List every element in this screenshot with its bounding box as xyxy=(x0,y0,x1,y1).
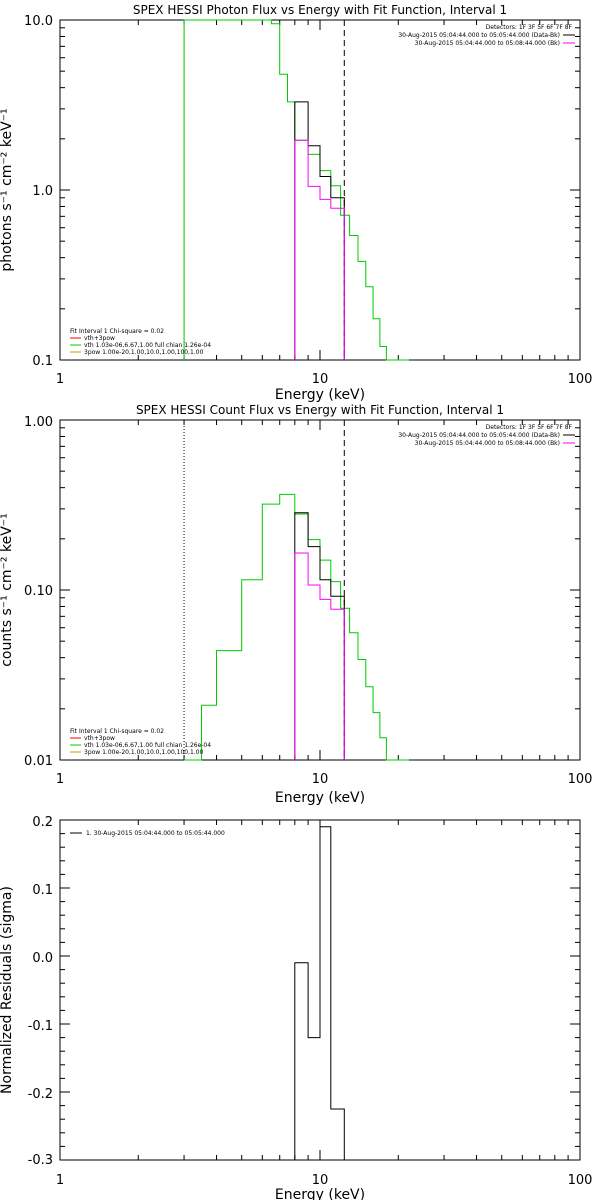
panel1-series-1-step-line xyxy=(294,101,345,360)
panel3-legend-entry: 1. 30-Aug-2015 05:04:44.000 to 05:05:44.… xyxy=(86,830,225,837)
panel2-data-layer xyxy=(183,420,409,761)
panel1-y-axis-label: photons s⁻¹ cm⁻² keV⁻¹ xyxy=(0,108,15,271)
panel1-x-tick-label: 100 xyxy=(568,372,593,387)
panel2-x-tick-label: 10 xyxy=(312,772,329,787)
panel1-y-tick-label: 0.1 xyxy=(32,354,53,369)
panel3-x-tick-label: 1 xyxy=(56,1173,64,1188)
panel-count-flux: SPEX HESSI Count Flux vs Energy with Fit… xyxy=(0,403,592,806)
panel2-legend-top: Detectors: 1F 3F 5F 6F 7F 8F 30-Aug-2015… xyxy=(398,424,575,447)
panel2-x-tick-marks xyxy=(59,420,581,760)
panel3-y-axis-label: Normalized Residuals (sigma) xyxy=(0,886,15,1094)
panel2-x-tick-label: 100 xyxy=(568,772,593,787)
panel1-y-tick-label: 1.0 xyxy=(32,184,53,199)
panel2-series-2-step-line xyxy=(294,552,345,760)
panel2-y-axis-label: counts s⁻¹ cm⁻² keV⁻¹ xyxy=(0,513,15,667)
panel1-y-tick-marks xyxy=(60,19,580,361)
panel3-y-tick-label: 0.0 xyxy=(32,951,53,966)
panel2-fit-line: vth+3pow xyxy=(84,735,115,742)
panel1-fit-header: Fit Interval 1 Chi-square = 0.02 xyxy=(70,328,164,335)
panel2-fit-info: Fit Interval 1 Chi-square = 0.02 vth+3po… xyxy=(70,728,211,756)
panel1-detectors-label: Detectors: 1F 3F 5F 6F 7F 8F xyxy=(486,24,573,31)
panel1-x-axis-label: Energy (keV) xyxy=(275,387,365,403)
panel3-y-tick-label: -0.3 xyxy=(28,1153,53,1168)
panel2-x-tick-label: 1 xyxy=(56,772,64,787)
panel1-fit-line: vth 1.03e-06,6.67,1.00 full chian 1.26e-… xyxy=(84,342,211,349)
panel2-legend-entry: 30-Aug-2015 05:04:44.000 to 05:08:44.000… xyxy=(415,440,560,447)
panel2-legend-entry: 30-Aug-2015 05:04:44.000 to 05:05:44.000… xyxy=(398,432,560,439)
panel1-fit-info: Fit Interval 1 Chi-square = 0.02 vth+3po… xyxy=(70,328,211,356)
panel3-legend: 1. 30-Aug-2015 05:04:44.000 to 05:05:44.… xyxy=(70,830,225,837)
panel1-x-tick-label: 10 xyxy=(312,372,329,387)
panel1-legend-entry: 30-Aug-2015 05:04:44.000 to 05:08:44.000… xyxy=(415,40,560,47)
panel2-fit-line: 3pow 1.00e-20,1.00,10.0,1.00,100,1.00 xyxy=(84,749,204,756)
panel2-fit-header: Fit Interval 1 Chi-square = 0.02 xyxy=(70,728,164,735)
panel1-y-tick-label: 10.0 xyxy=(24,14,53,29)
panel1-fit-line: vth+3pow xyxy=(84,335,115,342)
panel3-y-tick-label: 0.2 xyxy=(32,815,53,830)
panel3-y-tick-marks xyxy=(60,819,580,1161)
panel2-series-1-step-line xyxy=(294,512,345,760)
panel1-x-tick-marks xyxy=(59,20,581,360)
panel1-data-layer xyxy=(183,19,409,361)
panel3-x-tick-label: 100 xyxy=(568,1173,593,1188)
panel1-legend-entry: 30-Aug-2015 05:04:44.000 to 05:05:44.000… xyxy=(398,32,560,39)
panel2-detectors-label: Detectors: 1F 3F 5F 6F 7F 8F xyxy=(486,424,573,431)
panel3-x-axis-label: Energy (keV) xyxy=(275,1187,365,1200)
panel2-y-tick-label: 0.01 xyxy=(24,754,53,769)
panel2-series-0-step-line xyxy=(184,493,409,761)
panel-photon-flux: SPEX HESSI Photon Flux vs Energy with Fi… xyxy=(0,3,592,403)
panel1-x-tick-label: 1 xyxy=(56,372,64,387)
panel1-fit-line: 3pow 1.00e-20,1.00,10.0,1.00,100,1.00 xyxy=(84,349,204,356)
panel3-x-tick-label: 10 xyxy=(312,1173,329,1188)
panel2-y-tick-marks xyxy=(60,419,580,761)
panel1-series-0-step-line xyxy=(183,19,409,361)
panel3-data-layer xyxy=(294,826,345,1160)
panel2-y-tick-label: 1.00 xyxy=(24,415,53,430)
panel1-series-2-step-line xyxy=(294,139,345,360)
panel2-x-axis-label: Energy (keV) xyxy=(275,790,365,806)
panel3-y-tick-label: -0.1 xyxy=(28,1019,53,1034)
panel2-fit-line: vth 1.03e-06,6.67,1.00 full chian 1.26e-… xyxy=(84,742,211,749)
panel2-y-tick-label: 0.10 xyxy=(24,584,53,599)
panel1-title: SPEX HESSI Photon Flux vs Energy with Fi… xyxy=(133,3,507,17)
panel1-legend-top: Detectors: 1F 3F 5F 6F 7F 8F 30-Aug-2015… xyxy=(398,24,575,47)
panel2-title: SPEX HESSI Count Flux vs Energy with Fit… xyxy=(136,403,504,417)
panel3-x-tick-marks xyxy=(59,820,581,1160)
panel3-y-tick-label: 0.1 xyxy=(32,883,53,898)
panel-residuals: 1 10 100 0.2 0.1 0.0 -0.1 -0.2 -0.3 Ener… xyxy=(0,815,592,1200)
panel3-series-0-step-line xyxy=(294,826,345,1160)
panel3-y-tick-label: -0.2 xyxy=(28,1087,53,1102)
